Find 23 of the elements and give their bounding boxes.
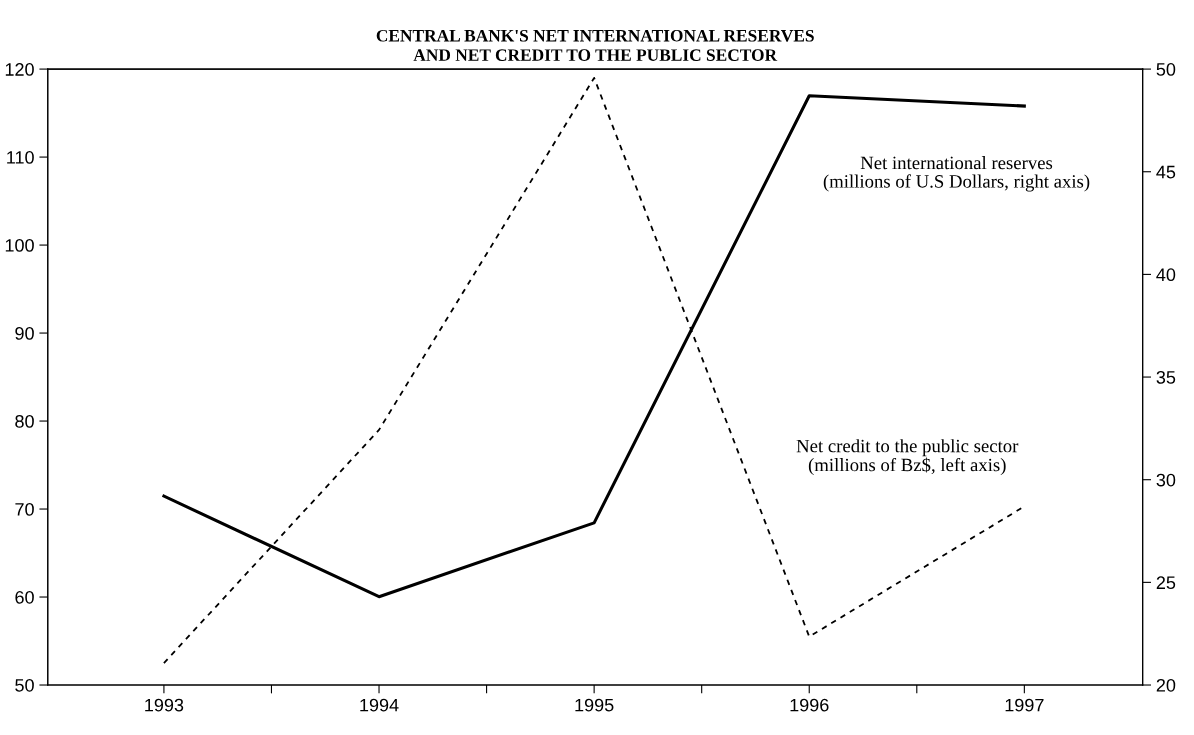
chart-title: CENTRAL BANK'S NET INTERNATIONAL RESERVES AND NET CREDIT TO THE PUBLIC SECTOR xyxy=(376,29,814,61)
y2-tick-label: 25 xyxy=(1156,576,1176,590)
y2-tick-label: 50 xyxy=(1156,63,1176,76)
y2-tick-label: 35 xyxy=(1156,370,1176,384)
x-tick-label: 1993 xyxy=(145,698,184,712)
x-tick-label: 1997 xyxy=(1005,698,1044,712)
y-tick-label: 90 xyxy=(15,326,34,340)
y-tick-label: 70 xyxy=(15,502,34,516)
x-tick-label: 1995 xyxy=(575,698,614,712)
y-tick-label: 50 xyxy=(15,678,34,692)
y2-tick-label: 40 xyxy=(1156,268,1176,282)
y2-tick-label: 45 xyxy=(1156,165,1176,179)
series-label: Net credit to the public sector (millions of Bz$, left axis) xyxy=(796,439,1019,476)
x-tick-label: 1996 xyxy=(790,698,829,712)
x-tick-label: 1994 xyxy=(360,698,399,712)
text: Net international reserves (millions of U.S Dollars, right axis) xyxy=(823,156,1090,192)
y2-tick-label: 30 xyxy=(1156,473,1176,487)
y2-tick-label: 20 xyxy=(1156,678,1176,692)
y-tick-label: 110 xyxy=(7,151,34,164)
y-tick-label: 120 xyxy=(5,63,34,76)
y-tick-label: 80 xyxy=(15,414,34,428)
y-tick-label: 60 xyxy=(15,590,34,604)
y-tick-label: 100 xyxy=(5,239,34,252)
